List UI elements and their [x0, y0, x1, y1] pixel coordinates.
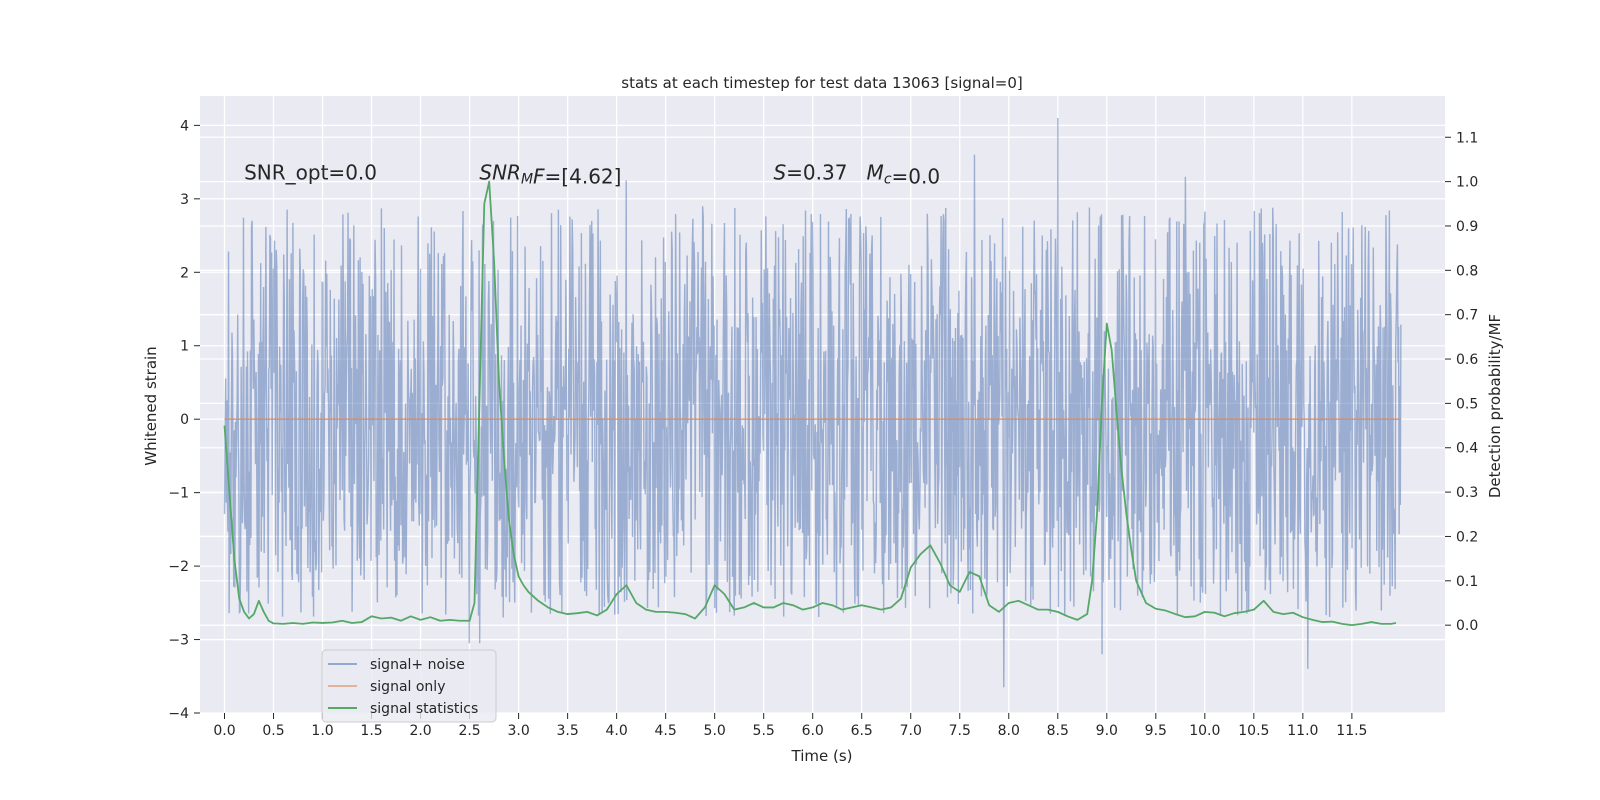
y2-tick-label-9: 0.9 [1456, 219, 1478, 235]
y-tick-label-3: −1 [168, 486, 189, 502]
x-tick-label-22: 11.0 [1287, 723, 1318, 739]
y2-tick-label-1: 0.1 [1456, 574, 1478, 590]
x-tick-label-8: 4.0 [606, 723, 628, 739]
y-tick-label-8: 4 [180, 118, 189, 134]
left-axis-ticks: −4 −3 −2 −1 0 1 2 3 4 [168, 118, 200, 722]
y-tick-label-7: 3 [180, 192, 189, 208]
x-tick-label-19: 9.5 [1145, 723, 1167, 739]
y2-tick-label-11: 1.1 [1456, 130, 1478, 146]
y2-tick-label-6: 0.6 [1456, 352, 1478, 368]
x-tick-label-23: 11.5 [1336, 723, 1367, 739]
x-tick-label-16: 8.0 [998, 723, 1020, 739]
y2-tick-label-7: 0.7 [1456, 308, 1478, 324]
y2-tick-label-3: 0.3 [1456, 485, 1478, 501]
series-signal-statistics [223, 180, 1397, 627]
y2-tick-label-4: 0.4 [1456, 441, 1478, 457]
legend-label-signal-only: signal only [370, 679, 445, 695]
annotation-1: SNRMF=[4.62] [479, 161, 621, 189]
chart-title: stats at each timestep for test data 130… [621, 74, 1022, 92]
legend-frame [321, 649, 497, 723]
y-tick-label-2: −2 [168, 559, 189, 575]
x-tick-label-12: 6.0 [802, 723, 824, 739]
y-tick-label-0: −4 [168, 706, 189, 722]
legend: signal+ noise signal only signal statist… [321, 649, 497, 723]
right-axis-label: Detection probability/MF [1486, 314, 1504, 498]
annotations: SNR_opt=0.0 SNRMF=[4.62] S=0.37 Mc=0.0 [244, 161, 940, 189]
y2-tick-label-8: 0.8 [1456, 263, 1478, 279]
y-tick-label-4: 0 [180, 412, 189, 428]
x-tick-label-4: 2.0 [409, 723, 431, 739]
x-tick-label-14: 7.0 [900, 723, 922, 739]
x-axis-ticks: 0.0 0.5 1.0 1.5 2.0 2.5 3.0 3.5 4.0 4.5 5.0 5.5 6.0 6… [213, 713, 1367, 739]
right-axis-ticks: 0.0 0.1 0.2 0.3 0.4 0.5 0.6 0.7 0.8 0.9 1.0 1.1 [1445, 130, 1478, 634]
x-tick-label-1: 0.5 [262, 723, 284, 739]
x-tick-label-10: 5.0 [704, 723, 726, 739]
x-tick-label-0: 0.0 [213, 723, 235, 739]
x-tick-label-15: 7.5 [949, 723, 971, 739]
x-tick-label-18: 9.0 [1096, 723, 1118, 739]
x-tick-label-7: 3.5 [556, 723, 578, 739]
x-tick-label-17: 8.5 [1047, 723, 1069, 739]
legend-label-signal-statistics: signal statistics [370, 701, 478, 717]
x-tick-label-13: 6.5 [851, 723, 873, 739]
y2-tick-label-5: 0.5 [1456, 396, 1478, 412]
series-line-signal-statistics [223, 180, 1397, 627]
x-tick-label-9: 4.5 [655, 723, 677, 739]
series-line-signal-plus-noise [223, 118, 1402, 688]
x-tick-label-5: 2.5 [458, 723, 480, 739]
annotation-2: S=0.37 Mc=0.0 [773, 161, 940, 189]
y2-tick-label-2: 0.2 [1456, 529, 1478, 545]
x-tick-label-6: 3.0 [507, 723, 529, 739]
x-tick-label-2: 1.0 [311, 723, 333, 739]
y2-tick-label-0: 0.0 [1456, 618, 1478, 634]
y-tick-label-1: −3 [168, 633, 189, 649]
y-tick-label-6: 2 [180, 265, 189, 281]
y-tick-label-5: 1 [180, 339, 189, 355]
y2-tick-label-10: 1.0 [1456, 175, 1478, 191]
left-axis-label: Whitened strain [142, 346, 160, 465]
series-signal-plus-noise [223, 118, 1402, 688]
legend-label-signal-plus-noise: signal+ noise [370, 657, 465, 673]
x-axis-label: Time (s) [791, 747, 853, 765]
x-tick-label-20: 10.0 [1189, 723, 1220, 739]
x-tick-label-21: 10.5 [1238, 723, 1269, 739]
x-tick-label-11: 5.5 [753, 723, 775, 739]
x-tick-label-3: 1.5 [360, 723, 382, 739]
annotation-0: SNR_opt=0.0 [244, 161, 377, 185]
